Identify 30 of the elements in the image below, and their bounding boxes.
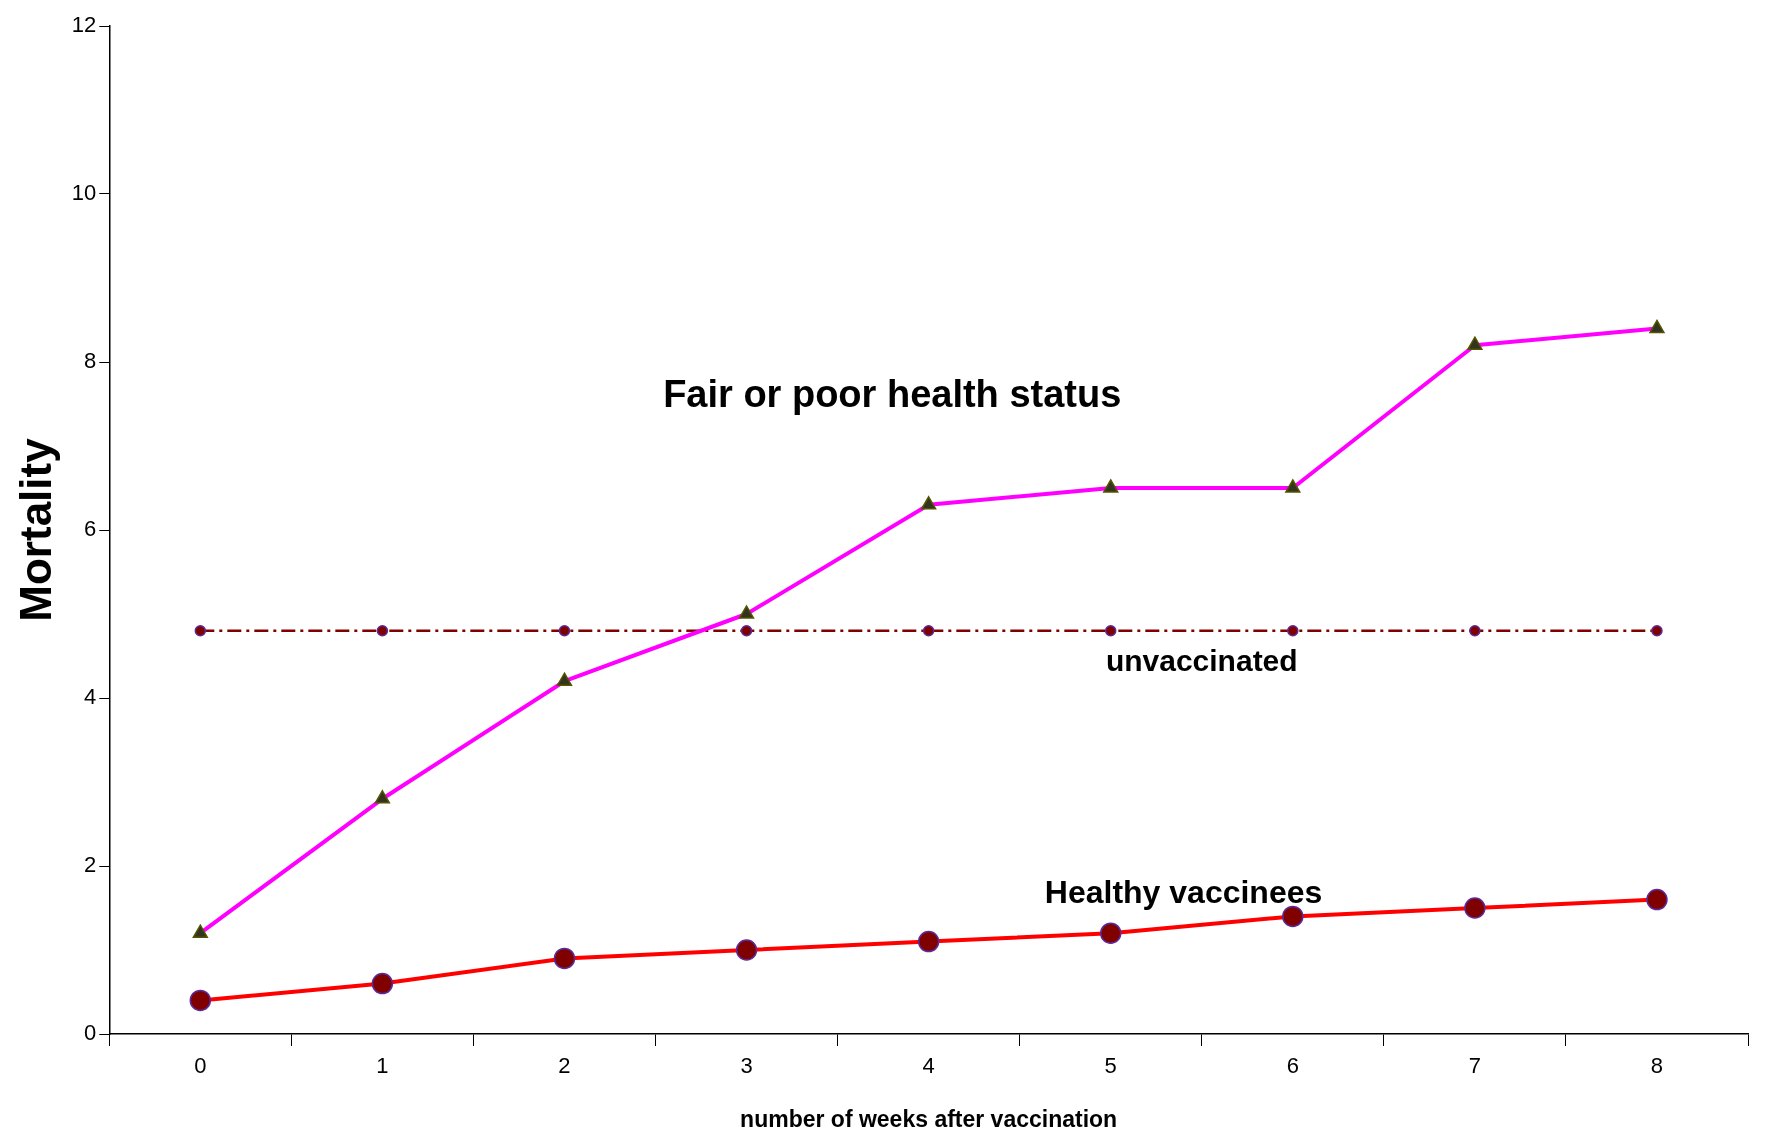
y-tick-label: 4 <box>84 684 97 710</box>
x-tick-label: 4 <box>922 1053 935 1079</box>
point <box>922 625 935 637</box>
x-tick-label: 1 <box>376 1053 389 1079</box>
point <box>1104 625 1117 637</box>
point <box>1469 625 1481 637</box>
y-tick-label: 0 <box>84 1020 97 1046</box>
point <box>194 625 207 637</box>
x-tick-label: 5 <box>1104 1053 1117 1079</box>
point <box>1651 625 1663 637</box>
point <box>740 625 753 637</box>
y-axis-title: Mortality <box>10 437 60 622</box>
series-label: unvaccinated <box>1105 644 1298 678</box>
x-tick-label: 7 <box>1468 1053 1481 1079</box>
x-tick-label: 2 <box>558 1053 571 1079</box>
point <box>558 625 571 637</box>
y-tick-label: 6 <box>84 516 97 542</box>
x-tick-label: 8 <box>1650 1053 1664 1079</box>
y-tick-label: 10 <box>71 180 97 206</box>
y-tick-label: 2 <box>84 852 97 878</box>
x-tick-label: 6 <box>1286 1053 1299 1079</box>
point <box>1287 625 1299 637</box>
x-tick-label: 0 <box>194 1053 207 1079</box>
y-tick-label: 12 <box>71 12 97 38</box>
x-axis-title: number of weeks after vaccination <box>740 1105 1118 1132</box>
y-tick-label: 8 <box>84 348 97 374</box>
x-tick-label: 3 <box>740 1053 753 1079</box>
point <box>376 625 389 637</box>
series-label: Healthy vaccinees <box>1044 874 1323 911</box>
series-label: Fair or poor health status <box>663 373 1122 416</box>
